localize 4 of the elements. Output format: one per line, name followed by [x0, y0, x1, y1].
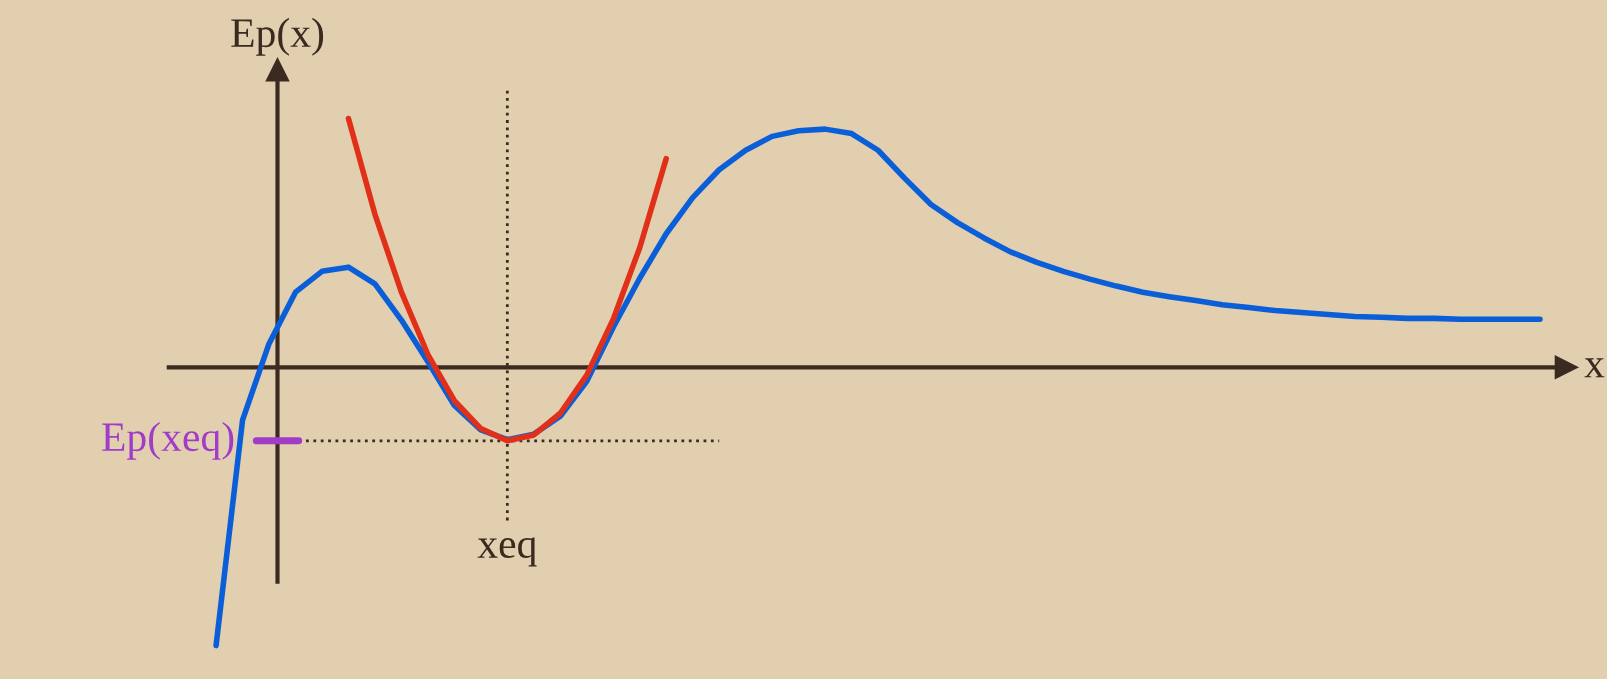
x-axis-title: x: [1584, 358, 1605, 378]
y-axis-title: Ep(x): [231, 17, 324, 56]
ref-line-label: Ep(xeq): [102, 421, 234, 460]
annotation: xeq: [477, 537, 537, 567]
